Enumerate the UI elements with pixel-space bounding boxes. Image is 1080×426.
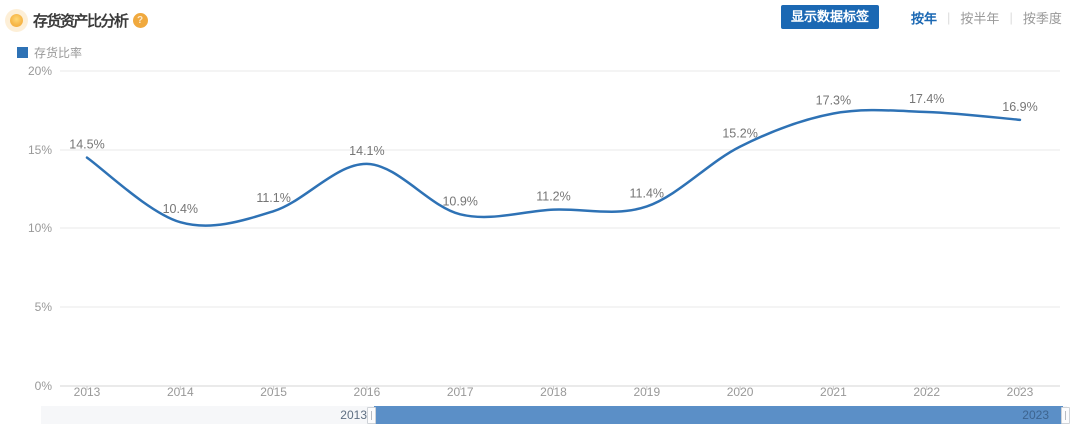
svg-text:11.4%: 11.4% [630,186,665,200]
svg-text:11.1%: 11.1% [256,191,291,205]
svg-text:17.4%: 17.4% [909,92,944,106]
svg-text:2019: 2019 [633,385,660,399]
svg-text:2016: 2016 [354,385,381,399]
svg-text:2020: 2020 [727,385,754,399]
svg-text:14.1%: 14.1% [349,144,384,158]
svg-text:2013: 2013 [74,385,101,399]
svg-text:10%: 10% [28,221,52,235]
svg-text:10.9%: 10.9% [442,194,477,208]
svg-text:14.5%: 14.5% [69,138,104,152]
svg-text:16.9%: 16.9% [1002,100,1037,114]
svg-text:10.4%: 10.4% [163,202,198,216]
svg-text:15.2%: 15.2% [722,127,757,141]
svg-text:2014: 2014 [167,385,194,399]
svg-text:2021: 2021 [820,385,847,399]
svg-text:0%: 0% [35,379,53,393]
svg-text:11.2%: 11.2% [536,190,571,204]
svg-text:20%: 20% [28,64,52,78]
svg-text:2022: 2022 [913,385,940,399]
svg-text:2017: 2017 [447,385,474,399]
svg-text:5%: 5% [35,300,53,314]
svg-text:2018: 2018 [540,385,567,399]
svg-text:2015: 2015 [260,385,287,399]
svg-text:17.3%: 17.3% [816,94,851,108]
svg-text:2023: 2023 [1007,385,1034,399]
svg-text:15%: 15% [28,143,52,157]
